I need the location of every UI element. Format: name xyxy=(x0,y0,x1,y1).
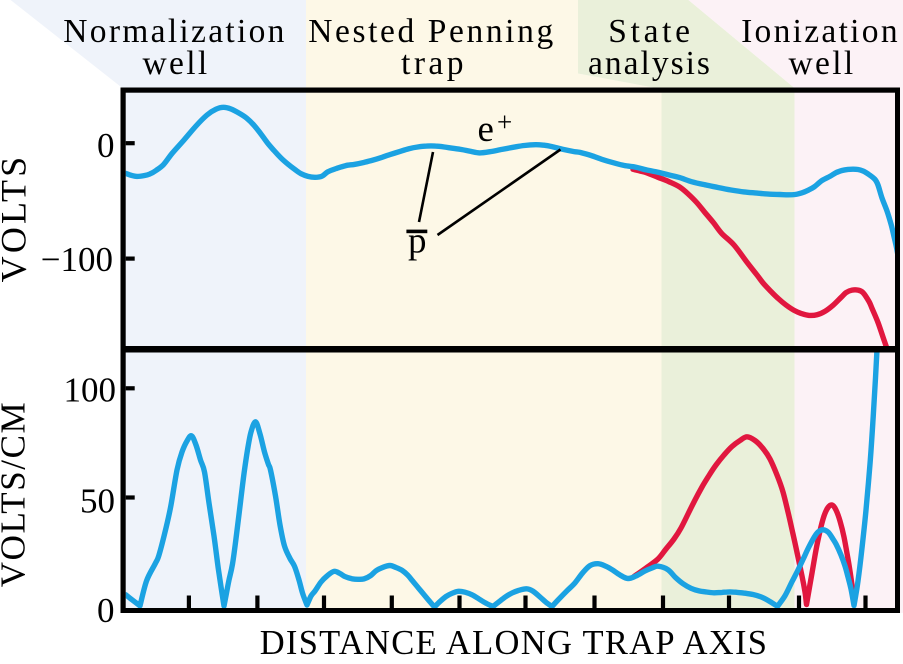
svg-text:100: 100 xyxy=(64,371,117,410)
svg-text:p: p xyxy=(408,221,427,262)
svg-text:trap: trap xyxy=(401,45,467,82)
svg-text:0: 0 xyxy=(97,126,115,165)
svg-text:+: + xyxy=(497,107,512,137)
svg-text:analysis: analysis xyxy=(588,45,712,82)
svg-text:e: e xyxy=(478,109,494,150)
svg-text:0: 0 xyxy=(97,591,115,630)
svg-text:DISTANCE ALONG TRAP AXIS: DISTANCE ALONG TRAP AXIS xyxy=(260,624,769,659)
svg-text:50: 50 xyxy=(80,482,115,521)
svg-text:VOLTS/CM: VOLTS/CM xyxy=(0,401,33,588)
svg-text:VOLTS: VOLTS xyxy=(0,154,34,283)
svg-text:−100: −100 xyxy=(41,240,113,279)
svg-text:well: well xyxy=(789,45,856,82)
svg-text:well: well xyxy=(143,45,210,82)
